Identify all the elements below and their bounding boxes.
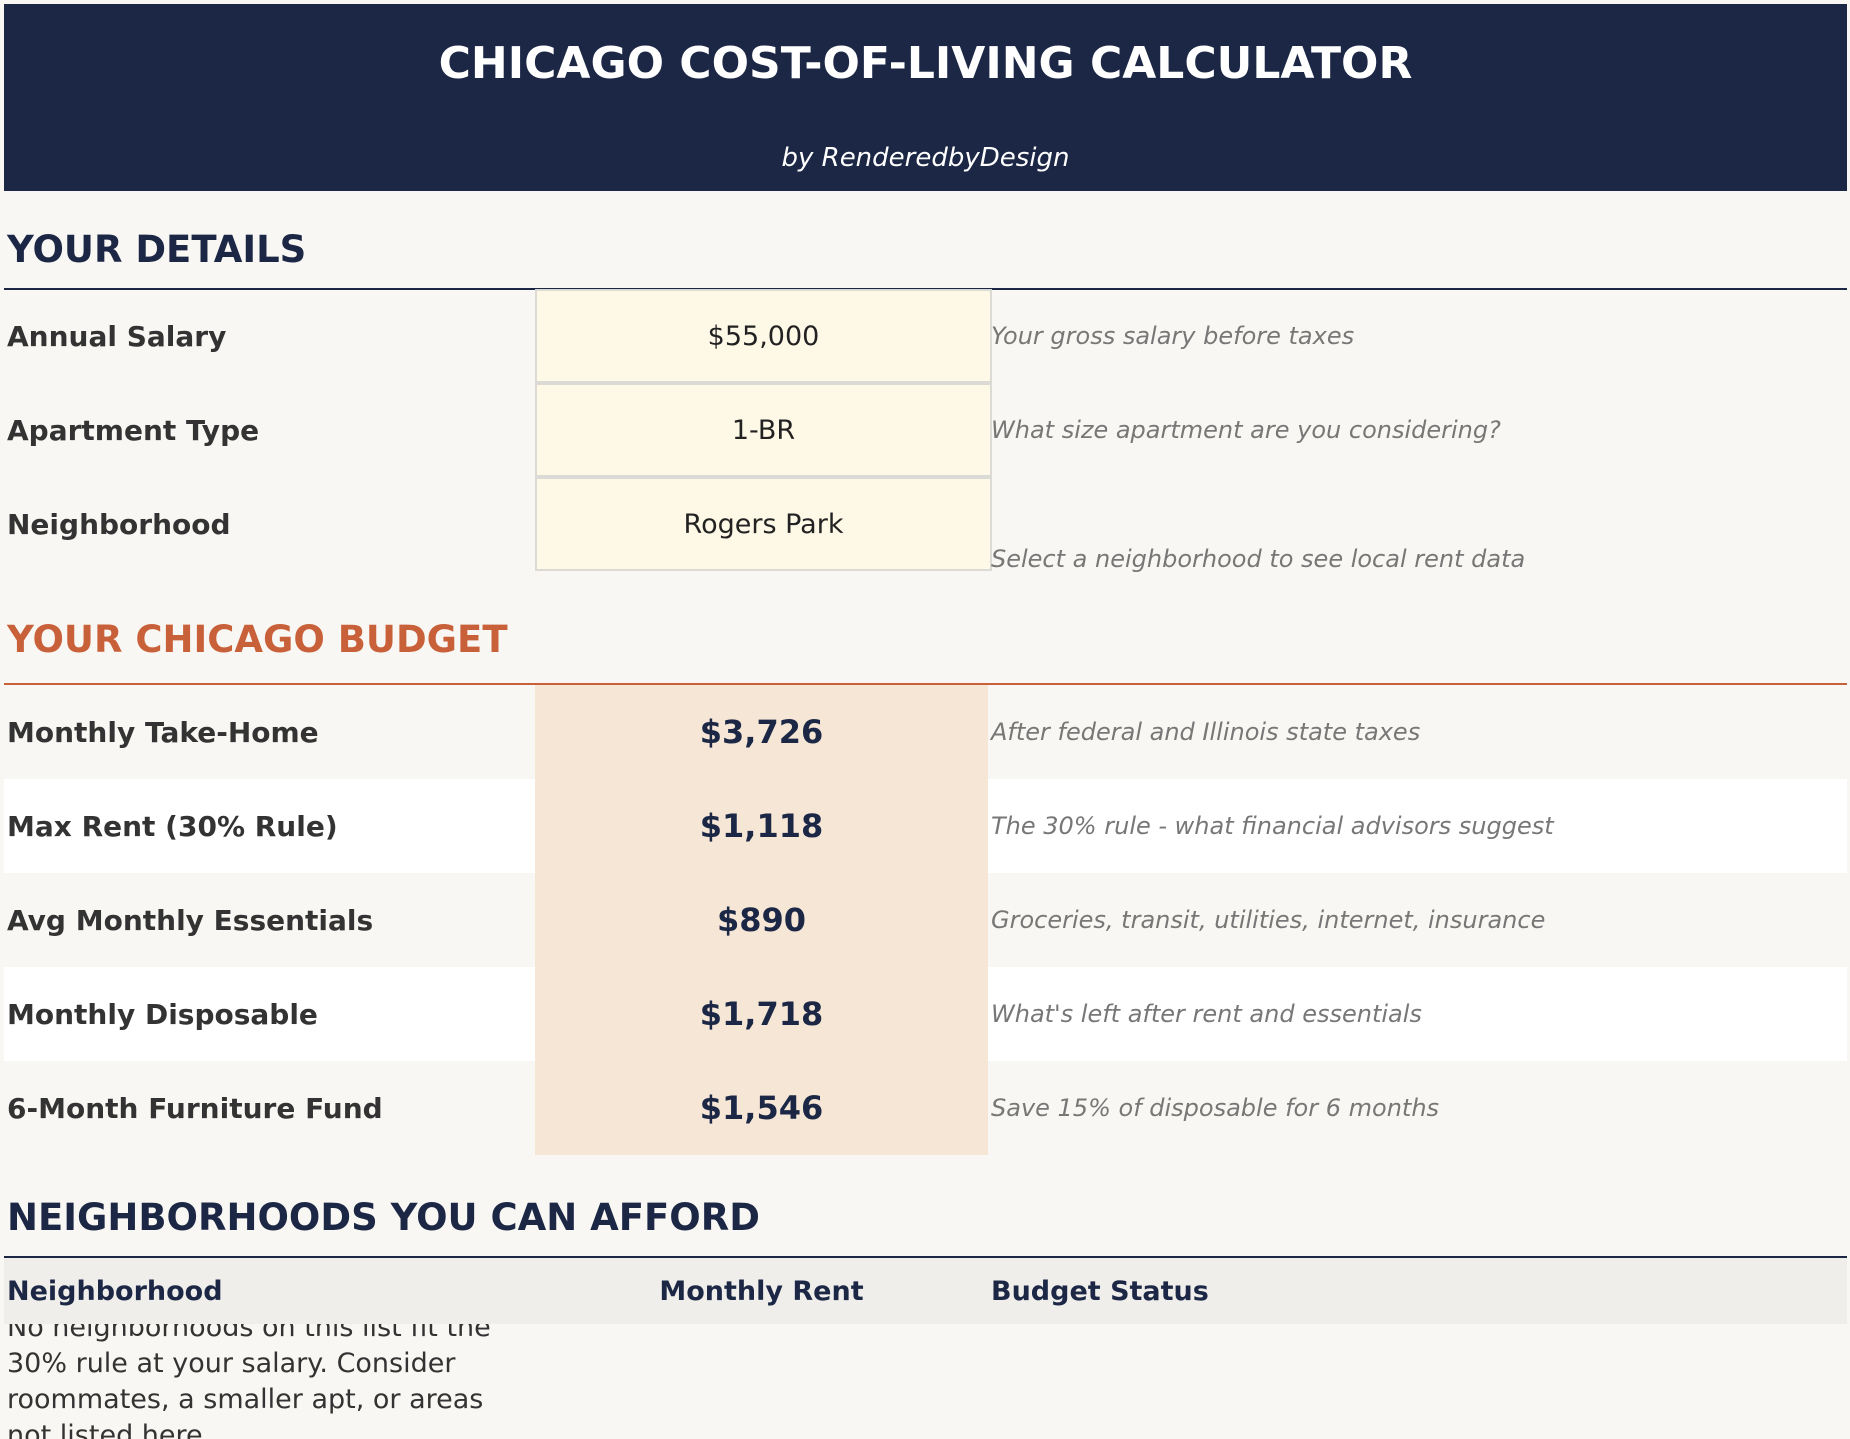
form-row: Apartment Type 1-BR What size apartment ar… [4,383,1847,477]
row-value: 1-BR [535,383,992,477]
row-note: What's left after rent and essentials [991,1000,1422,1028]
header-band [4,4,1847,191]
row-label: 6-Month Furniture Fund [7,1091,383,1125]
row-note: Save 15% of disposable for 6 months [991,1094,1440,1122]
row-label: Annual Salary [7,319,227,353]
section-rule [4,1256,1847,1258]
row-value: Rogers Park [535,477,992,571]
page-title: CHICAGO COST-OF-LIVING CALCULATOR [438,38,1413,89]
form-row: Monthly Disposable $1,718 What's left afte… [4,967,1847,1061]
row-value: $1,118 [535,779,988,873]
form-row: Neighborhood Rogers Park Select a neighbor… [4,477,1847,573]
row-label: Avg Monthly Essentials [7,903,374,937]
message-cell: No neighborhoods on this list fit the 30… [7,1324,527,1439]
form-row: Max Rent (30% Rule) $1,118 The 30% rule - … [4,779,1847,873]
form-row: Monthly Take-Home $3,726 After federal and… [4,685,1847,779]
row-label: Apartment Type [7,413,260,447]
row-label: Neighborhood [7,507,231,541]
row-label: Monthly Take-Home [7,715,319,749]
row-note: Groceries, transit, utilities, internet,… [991,906,1546,934]
row-value: $1,718 [535,967,988,1061]
section-rule [4,683,1847,685]
page-subtitle: by RenderedbyDesign [781,143,1070,173]
empty-message: No neighborhoods on this list fit the 30… [7,1324,491,1439]
row-note: What size apartment are you considering? [991,416,1501,444]
row-value: $890 [535,873,988,967]
row-value: $1,546 [535,1061,988,1155]
form-row: 6-Month Furniture Fund $1,546 Save 15% of … [4,1061,1847,1155]
table-header: Neighborhood Monthly Rent Budget Status [4,1258,1847,1324]
row-note: The 30% rule - what financial advisors s… [991,812,1554,840]
row-note: Select a neighborhood to see local rent … [991,545,1526,573]
column-header: Monthly Rent [659,1275,864,1307]
section-heading: NEIGHBORHOODS YOU CAN AFFORD [7,1196,760,1239]
row-note: Your gross salary before taxes [991,322,1355,350]
row-value: $55,000 [535,289,992,383]
section-heading: YOUR DETAILS [7,228,307,271]
column-header: Neighborhood [7,1275,223,1307]
form-row: Annual Salary $55,000 Your gross salary be… [4,289,1847,383]
row-note: After federal and Illinois state taxes [991,718,1421,746]
column-header: Budget Status [991,1275,1209,1307]
row-label: Max Rent (30% Rule) [7,809,338,843]
row-label: Monthly Disposable [7,997,318,1031]
section-heading: YOUR CHICAGO BUDGET [7,618,508,661]
form-row: Avg Monthly Essentials $890 Groceries, tra… [4,873,1847,967]
row-value: $3,726 [535,685,988,779]
